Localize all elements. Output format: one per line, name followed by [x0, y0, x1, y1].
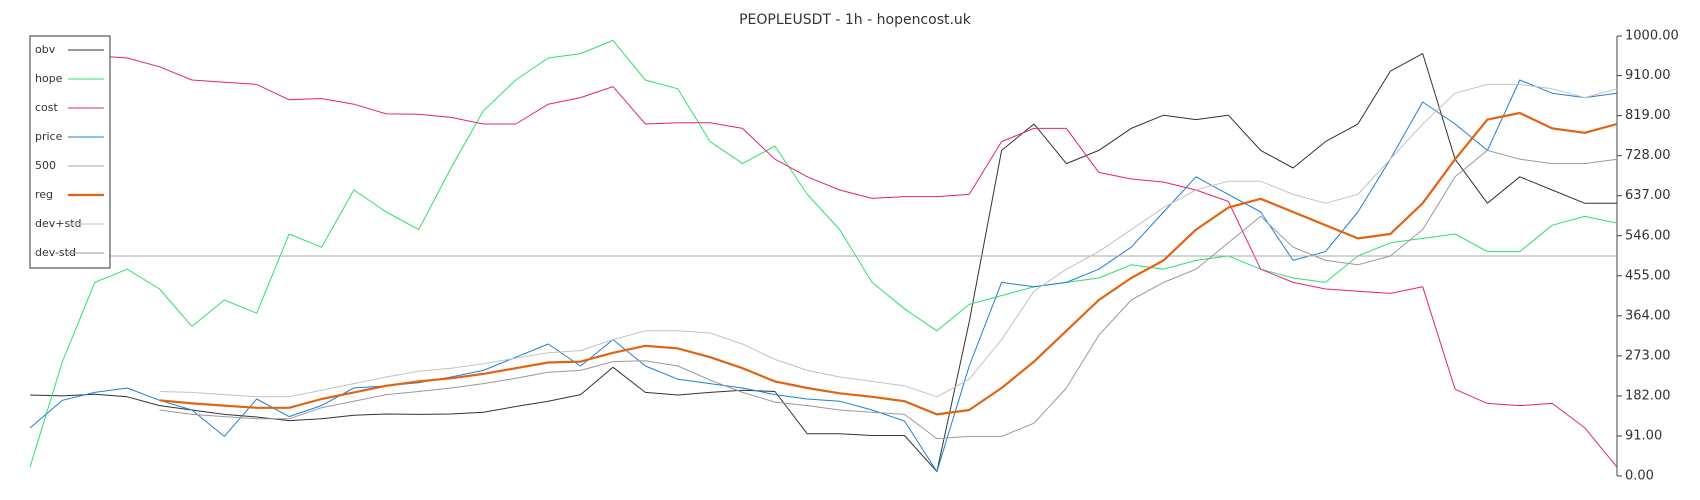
y-tick-label: 182.00	[1625, 388, 1671, 403]
y-tick-label: 273.00	[1625, 348, 1671, 363]
legend-label: price	[35, 130, 63, 143]
y-tick-label: 546.00	[1625, 228, 1671, 243]
legend-label: reg	[35, 188, 53, 201]
y-tick-label: 1000.00	[1625, 29, 1679, 44]
legend-label: cost	[35, 101, 59, 114]
legend-label: dev+std	[35, 217, 82, 230]
chart-title: PEOPLEUSDT - 1h - hopencost.uk	[739, 12, 972, 28]
series-line	[159, 149, 1618, 440]
y-tick-label: 455.00	[1625, 268, 1671, 283]
legend-label: obv	[35, 43, 56, 56]
series-line	[29, 79, 1618, 473]
y-tick-label: 0.00	[1625, 469, 1654, 484]
legend-label: dev-std	[35, 246, 76, 259]
legend: obv hope cost price 500 reg dev+std dev-std	[29, 35, 111, 269]
series-line	[29, 53, 1617, 473]
series-line	[29, 46, 1618, 468]
series-line	[159, 83, 1618, 398]
series-line	[159, 111, 1618, 416]
legend-box	[29, 35, 111, 269]
y-tick-label: 91.00	[1625, 428, 1662, 443]
y-tick-label: 819.00	[1625, 108, 1671, 123]
y-tick-label: 637.00	[1625, 188, 1671, 203]
legend-label: hope	[35, 72, 63, 85]
y-tick-label: 728.00	[1625, 148, 1671, 163]
series-line	[29, 39, 1618, 468]
legend-label: 500	[35, 159, 56, 172]
y-tick-label: 364.00	[1625, 308, 1671, 323]
y-tick-label: 910.00	[1625, 68, 1671, 83]
